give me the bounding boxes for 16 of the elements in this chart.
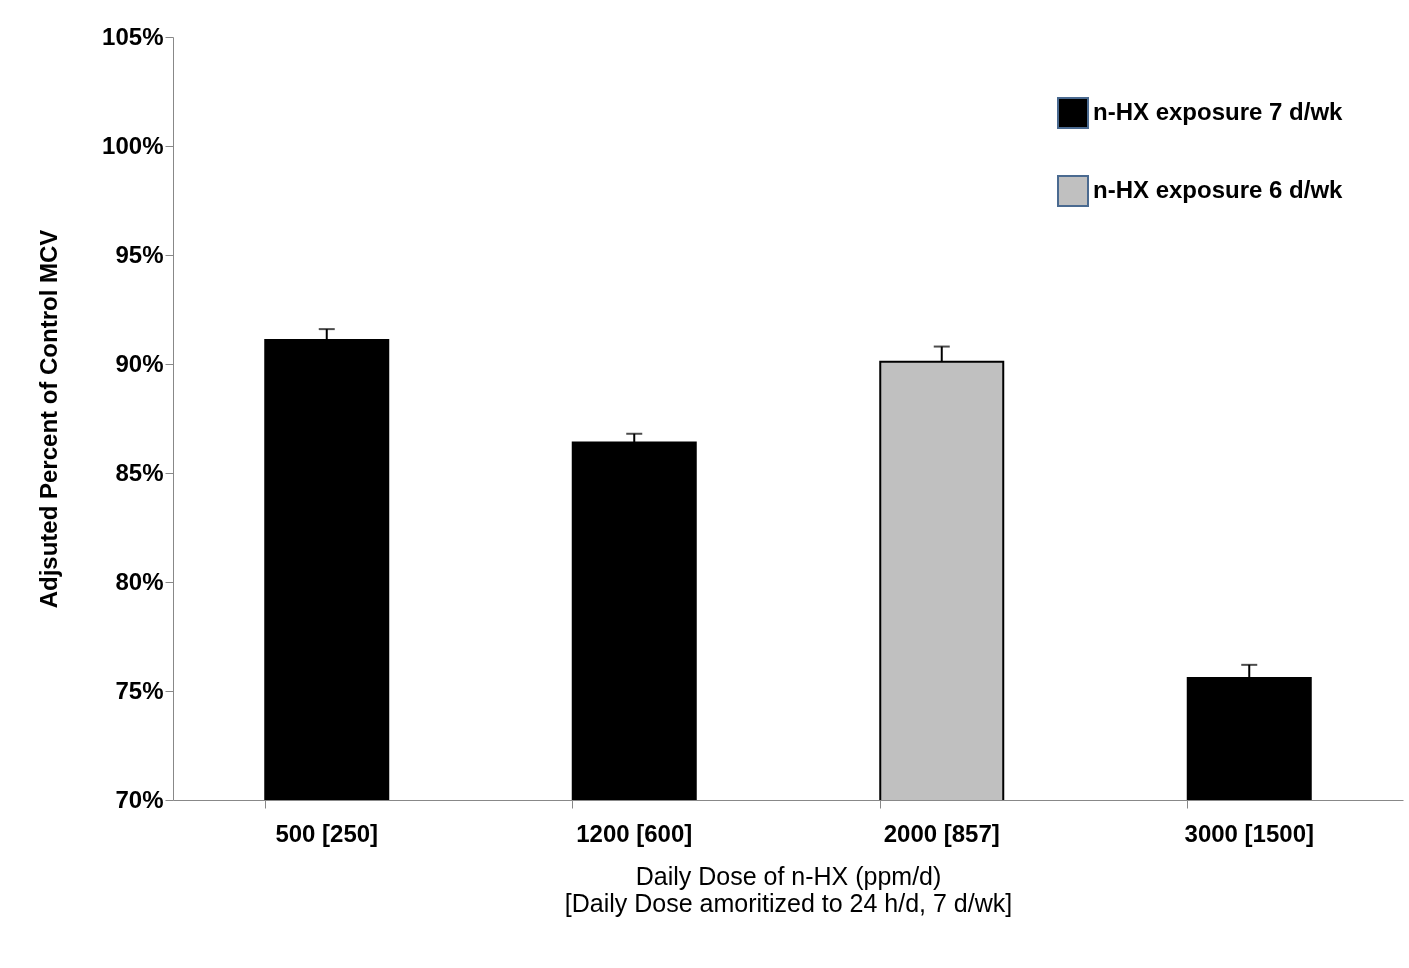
y-tick-label: 80% <box>115 567 164 595</box>
x-tick-label: 2000 [857] <box>883 819 1000 847</box>
y-tick-label: 100% <box>102 131 164 159</box>
y-tick-label: 90% <box>115 349 164 377</box>
x-axis-title: Daily Dose of n-HX (ppm/d) [Daily Dose amoritized to 24 h/d, 7 d/wk] <box>564 861 1013 917</box>
x-tick-label: 3000 [1500] <box>1184 819 1314 847</box>
y-tick-label: 105% <box>102 22 164 50</box>
y-tick-label: 85% <box>115 458 164 486</box>
y-tick-label: 95% <box>115 240 164 268</box>
x-tick-label: 1200 [600] <box>576 819 693 847</box>
x-tick-label: 500 [250] <box>275 819 379 847</box>
legend-label: n-HX exposure 6 d/wk <box>1093 176 1344 203</box>
y-tick-label: 70% <box>115 785 164 813</box>
y-axis-title: Adjsuted Percent of Control MCV <box>35 229 63 609</box>
y-tick-label: 75% <box>115 676 164 704</box>
legend-label: n-HX exposure 7 d/wk <box>1093 98 1344 125</box>
